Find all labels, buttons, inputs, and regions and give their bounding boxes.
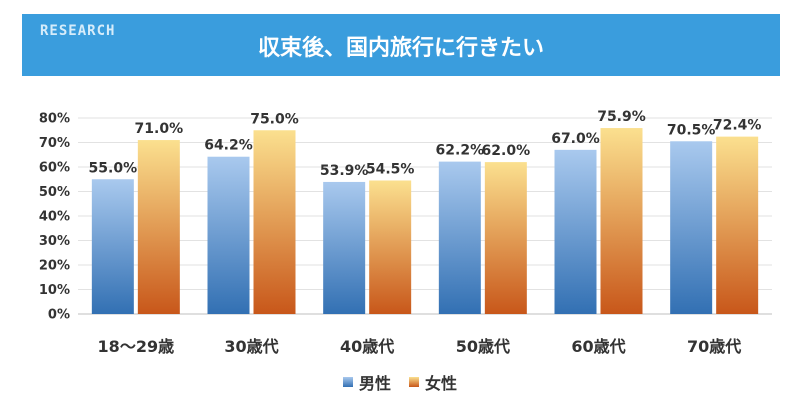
bar-female (716, 136, 759, 314)
bar-female (484, 162, 527, 314)
data-label-female: 71.0% (135, 121, 184, 137)
legend-item-male: 男性 (342, 370, 391, 394)
legend-item-female: 女性 (409, 370, 457, 394)
bar-male (554, 149, 597, 314)
x-category-label: 30歳代 (224, 337, 278, 356)
gridlines (78, 117, 772, 315)
data-label-male: 55.0% (89, 160, 138, 176)
data-label-male: 62.2% (436, 143, 485, 159)
bar-male (323, 181, 366, 314)
data-label-male: 70.5% (667, 122, 716, 138)
data-label-male: 53.9% (320, 163, 369, 179)
y-tick-label: 80% (39, 112, 70, 127)
bar-male (91, 179, 134, 314)
bars (91, 128, 759, 314)
legend-label-male: 男性 (358, 374, 391, 393)
data-label-female: 75.0% (250, 111, 299, 127)
brand-logo: RESEARCH (40, 23, 116, 39)
y-tick-label: 70% (39, 136, 70, 151)
legend-swatch-female (409, 377, 419, 387)
bar-male (207, 156, 250, 314)
legend-label-female: 女性 (425, 374, 458, 393)
bar-female (600, 128, 643, 314)
x-category-label: 60歳代 (571, 337, 625, 356)
data-label-female: 72.4% (713, 118, 762, 134)
y-tick-label: 0% (48, 308, 70, 323)
header-banner: RESEARCH 収束後、国内旅行に行きたい (22, 14, 780, 76)
data-label-female: 54.5% (366, 161, 415, 177)
legend: 男性 女性 (0, 370, 800, 394)
y-tick-label: 50% (39, 185, 70, 200)
data-labels: 55.0% 71.0% 64.2% 75.0% 53.9%54.5% 62.2%62.0%… (89, 109, 762, 179)
x-category-label: 70歳代 (687, 337, 741, 356)
bar-male (670, 141, 713, 314)
x-category-label: 40歳代 (340, 337, 394, 356)
legend-swatch-male (342, 377, 353, 387)
y-tick-label: 10% (39, 283, 70, 298)
y-tick-label: 60% (39, 161, 70, 176)
x-category-label: 50歳代 (456, 337, 510, 356)
y-tick-label: 20% (39, 259, 70, 274)
data-label-male: 67.0% (551, 131, 600, 147)
bar-female (137, 140, 180, 314)
chart-title: 収束後、国内旅行に行きたい (257, 36, 544, 61)
y-tick-label: 30% (39, 234, 70, 249)
data-label-female: 62.0% (482, 143, 531, 159)
data-label-female: 75.9% (597, 109, 646, 125)
y-axis: 0% 10% 20% 30% 40% 50% 60% 70% 80% (39, 112, 70, 323)
bar-female (369, 180, 412, 314)
data-label-male: 64.2% (204, 138, 253, 154)
y-tick-label: 40% (39, 210, 70, 225)
x-category-label: 18～29歳 (98, 337, 175, 356)
bar-male (438, 161, 481, 314)
bar-female (253, 130, 296, 314)
x-axis: 18～29歳 30歳代 40歳代 50歳代 60歳代 70歳代 (98, 337, 742, 356)
